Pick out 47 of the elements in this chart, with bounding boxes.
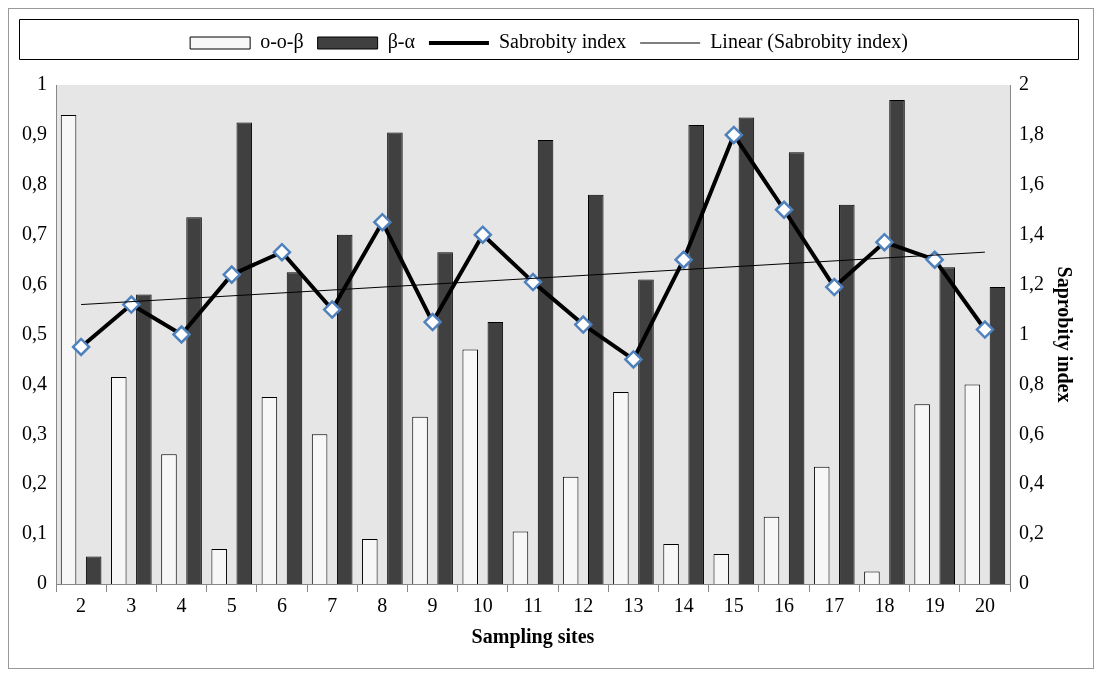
y2-tick-label: 0,8 <box>1019 371 1044 394</box>
x-tick-label: 3 <box>126 594 137 617</box>
x-tick-label: 12 <box>573 594 594 617</box>
y2-tick-label: 0,6 <box>1019 421 1044 444</box>
y-tick-label: 0,3 <box>22 421 47 444</box>
x-tick-label: 11 <box>523 594 543 617</box>
x-tick-label: 19 <box>924 594 945 617</box>
legend-label: o-o-β <box>260 30 304 54</box>
y2-tick-label: 0 <box>1019 571 1029 594</box>
legend-label: Sabrobity index <box>498 30 627 54</box>
y-tick-label: 0,7 <box>22 221 47 244</box>
legend-label: Linear (Sabrobity index) <box>710 30 908 54</box>
y-tick-label: 0,1 <box>22 521 47 544</box>
x-tick-label: 8 <box>377 594 388 617</box>
y2-tick-label: 0,4 <box>1019 471 1044 494</box>
y2-tick-label: 1,2 <box>1019 271 1044 294</box>
x-tick-label: 15 <box>723 594 744 617</box>
x-tick-label: 6 <box>276 594 287 617</box>
y-tick-label: 0,9 <box>22 122 47 145</box>
x-tick-label: 4 <box>176 594 187 617</box>
y2-tick-label: 1,8 <box>1019 122 1044 145</box>
x-tick-label: 14 <box>673 594 694 617</box>
y2-tick-label: 2 <box>1019 72 1029 95</box>
y2-tick-label: 1,4 <box>1019 221 1044 244</box>
x-tick-label: 13 <box>623 594 644 617</box>
y2-axis-title: Saprobity index <box>1052 266 1076 403</box>
x-tick-label: 5 <box>226 594 237 617</box>
y-tick-label: 0,8 <box>22 172 47 195</box>
y-tick-label: 0,5 <box>22 321 47 344</box>
y-tick-label: 0 <box>37 571 47 594</box>
x-axis-title: Sampling sites <box>471 625 595 649</box>
y-tick-label: 0,6 <box>22 271 47 294</box>
x-tick-label: 20 <box>974 594 995 617</box>
y-tick-label: 0,2 <box>22 471 47 494</box>
x-tick-label: 9 <box>427 594 438 617</box>
x-tick-label: 2 <box>76 594 87 617</box>
legend-label: β-α <box>387 30 416 54</box>
x-tick-label: 10 <box>472 594 493 617</box>
y2-tick-label: 1,6 <box>1019 172 1044 195</box>
x-tick-label: 17 <box>824 594 845 617</box>
y-tick-label: 1 <box>37 72 47 95</box>
y-tick-label: 0,4 <box>22 371 47 394</box>
x-tick-label: 16 <box>774 594 795 617</box>
x-tick-label: 7 <box>327 594 338 617</box>
y2-tick-label: 0,2 <box>1019 521 1044 544</box>
x-tick-label: 18 <box>874 594 895 617</box>
y2-tick-label: 1 <box>1019 321 1029 344</box>
